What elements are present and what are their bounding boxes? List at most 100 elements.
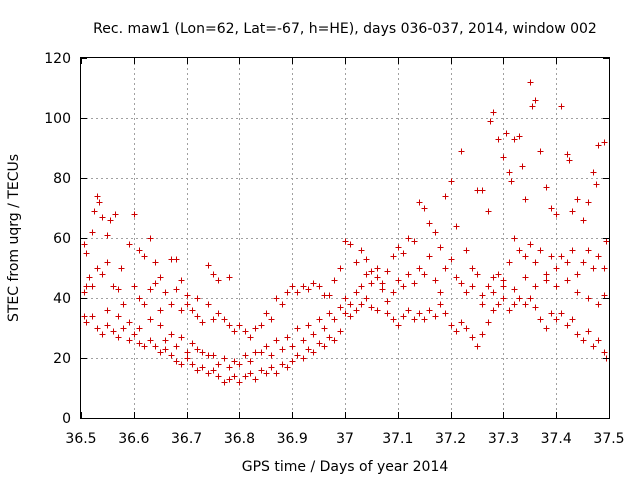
data-point	[89, 313, 96, 320]
data-point	[321, 343, 328, 350]
x-tick-label: 37	[336, 431, 354, 447]
data-point	[347, 301, 354, 308]
data-point	[487, 118, 494, 125]
data-point	[115, 286, 122, 293]
data-point	[242, 328, 249, 335]
data-point	[453, 328, 460, 335]
data-point	[147, 286, 154, 293]
data-point	[221, 379, 228, 386]
data-point	[543, 184, 550, 191]
data-point	[437, 301, 444, 308]
data-point	[353, 307, 360, 314]
data-point	[173, 358, 180, 365]
data-point	[131, 283, 138, 290]
data-point	[405, 271, 412, 278]
y-tick-label: 0	[62, 411, 71, 427]
data-point	[310, 349, 317, 356]
data-point	[215, 373, 222, 380]
data-point	[342, 238, 349, 245]
data-point	[532, 283, 539, 290]
data-point	[458, 280, 465, 287]
data-point	[81, 241, 88, 248]
data-point	[453, 223, 460, 230]
data-point	[479, 331, 486, 338]
data-point	[316, 340, 323, 347]
data-point	[305, 286, 312, 293]
data-point	[595, 301, 602, 308]
data-point	[495, 271, 502, 278]
data-point	[442, 310, 449, 317]
data-point	[136, 295, 143, 302]
data-point	[131, 211, 138, 218]
data-point	[548, 205, 555, 212]
data-point	[273, 295, 280, 302]
data-point	[263, 370, 270, 377]
data-point	[368, 304, 375, 311]
data-point	[194, 346, 201, 353]
data-point	[236, 361, 243, 368]
data-point	[300, 283, 307, 290]
data-point	[585, 328, 592, 335]
data-point	[400, 283, 407, 290]
data-point	[405, 307, 412, 314]
data-point	[516, 133, 523, 140]
data-point	[136, 247, 143, 254]
data-point	[294, 352, 301, 359]
y-axis-label: STEC from uqrg / TECUs	[6, 154, 22, 322]
y-tick-label: 20	[53, 351, 71, 367]
data-point	[595, 142, 602, 149]
data-point	[580, 259, 587, 266]
data-point	[263, 343, 270, 350]
data-point	[569, 316, 576, 323]
data-point	[580, 337, 587, 344]
data-point	[479, 292, 486, 299]
data-point	[601, 349, 608, 356]
data-point	[601, 139, 608, 146]
data-point	[157, 322, 164, 329]
data-point	[469, 334, 476, 341]
x-tick-label: 36.8	[224, 431, 255, 447]
data-point	[558, 103, 565, 110]
data-point	[289, 343, 296, 350]
data-point	[595, 253, 602, 260]
data-point	[564, 151, 571, 158]
data-point	[126, 319, 133, 326]
data-point	[168, 352, 175, 359]
data-point	[337, 304, 344, 311]
data-point	[99, 331, 106, 338]
chart-title: Rec. maw1 (Lon=62, Lat=-67, h=HE), days …	[93, 21, 597, 37]
data-point	[500, 295, 507, 302]
data-point	[384, 268, 391, 275]
data-point	[522, 274, 529, 281]
data-point	[527, 79, 534, 86]
data-point	[294, 289, 301, 296]
data-point	[205, 370, 212, 377]
data-point	[120, 325, 127, 332]
data-point	[294, 325, 301, 332]
data-point	[337, 328, 344, 335]
data-point	[426, 307, 433, 314]
data-point	[231, 373, 238, 380]
data-point	[537, 316, 544, 323]
data-point	[469, 283, 476, 290]
data-point	[210, 367, 217, 374]
data-point	[490, 274, 497, 281]
data-point	[284, 364, 291, 371]
x-tick-label: 37.5	[593, 431, 624, 447]
data-point	[178, 307, 185, 314]
data-point	[500, 283, 507, 290]
data-point	[390, 253, 397, 260]
data-point	[231, 328, 238, 335]
data-point	[548, 253, 555, 260]
data-point	[236, 379, 243, 386]
y-tick-labels: 0 20 40 60 80 100 120	[44, 51, 71, 427]
data-point	[416, 265, 423, 272]
data-point	[384, 298, 391, 305]
plot-frame	[80, 57, 610, 419]
data-point	[569, 208, 576, 215]
data-point	[162, 337, 169, 344]
data-point	[221, 316, 228, 323]
data-point	[390, 289, 397, 296]
data-point	[83, 319, 90, 326]
data-point	[564, 277, 571, 284]
